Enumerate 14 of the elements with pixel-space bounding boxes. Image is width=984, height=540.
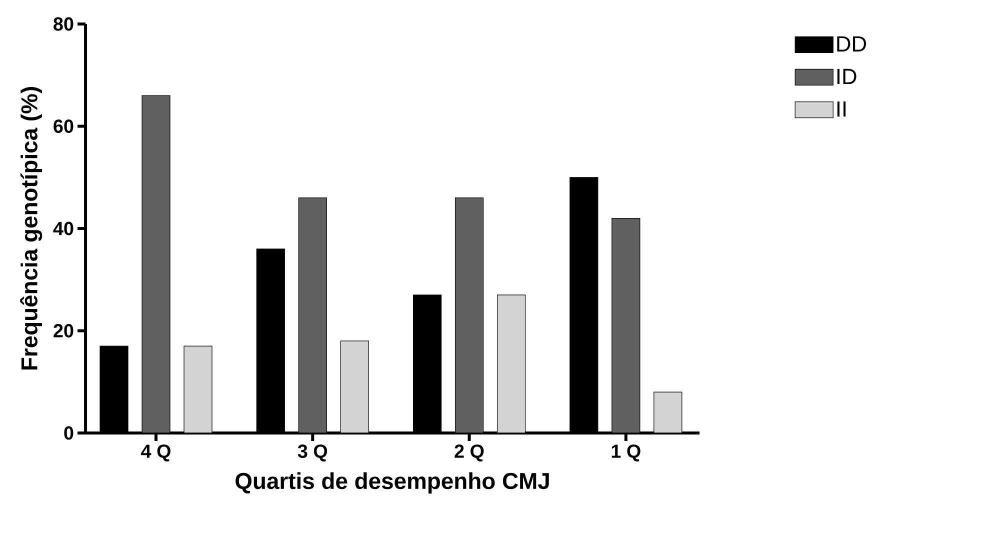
x-tick-label: 4 Q xyxy=(141,444,170,462)
legend-label: II xyxy=(837,101,846,117)
legend-label: ID xyxy=(837,68,856,84)
y-axis-title: Frequência genotípica (%) xyxy=(20,87,42,370)
y-tick-label: 60 xyxy=(54,120,74,133)
x-tick-label: 2 Q xyxy=(454,444,484,462)
y-tick-label: 20 xyxy=(54,324,74,338)
x-tick-label: 1 Q xyxy=(612,444,640,462)
x-tick-label: 3 Q xyxy=(298,444,328,462)
y-tick-label: 40 xyxy=(53,222,74,236)
legend-label: DD xyxy=(837,36,866,52)
y-tick-label: 80 xyxy=(54,17,74,31)
y-tick-label: 0 xyxy=(64,426,74,440)
x-axis-title: Quartis de desempenho CMJ xyxy=(236,472,549,494)
